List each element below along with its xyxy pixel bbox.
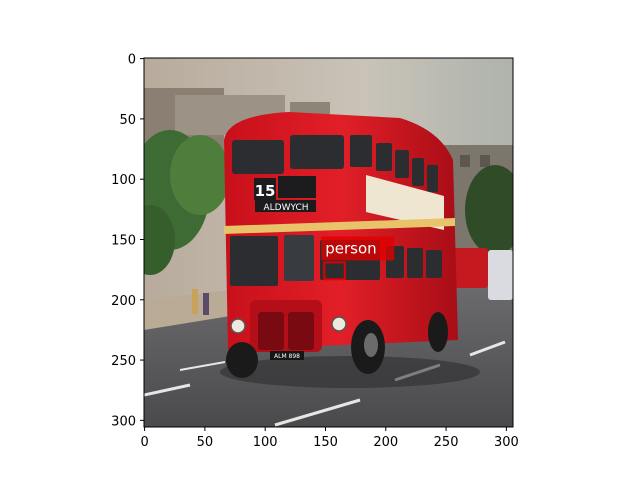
x-tick-label: 150 xyxy=(313,435,338,450)
y-tick-label: 300 xyxy=(111,414,136,429)
y-tick-label: 100 xyxy=(111,173,136,188)
y-axis: 0 50 100 150 200 250 300 xyxy=(111,53,144,429)
detections: person xyxy=(321,236,395,281)
x-tick-label: 300 xyxy=(494,435,519,450)
detection-label-bg xyxy=(321,236,395,261)
route-number: 15 xyxy=(255,182,276,200)
x-tick-label: 50 xyxy=(197,435,214,450)
y-tick-label: 50 xyxy=(119,113,136,128)
y-tick-label: 200 xyxy=(111,294,136,309)
bus: 15 ALDWYCH ALM 898 xyxy=(224,112,458,378)
photo: 15 ALDWYCH ALM 898 xyxy=(144,58,513,427)
detection-label: person xyxy=(325,239,376,257)
axes-frame xyxy=(143,57,514,428)
destination-text: ALDWYCH xyxy=(263,203,308,213)
y-tick-label: 0 xyxy=(128,53,136,68)
plate-text: ALM 898 xyxy=(274,353,300,360)
detection-box xyxy=(323,261,346,281)
x-tick-label: 200 xyxy=(373,435,398,450)
y-tick-label: 150 xyxy=(111,233,136,248)
x-tick-label: 0 xyxy=(140,435,148,450)
x-tick-label: 250 xyxy=(434,435,459,450)
x-tick-label: 100 xyxy=(253,435,278,450)
x-axis: 0 50 100 150 200 250 300 xyxy=(140,427,519,450)
y-tick-label: 250 xyxy=(111,354,136,369)
